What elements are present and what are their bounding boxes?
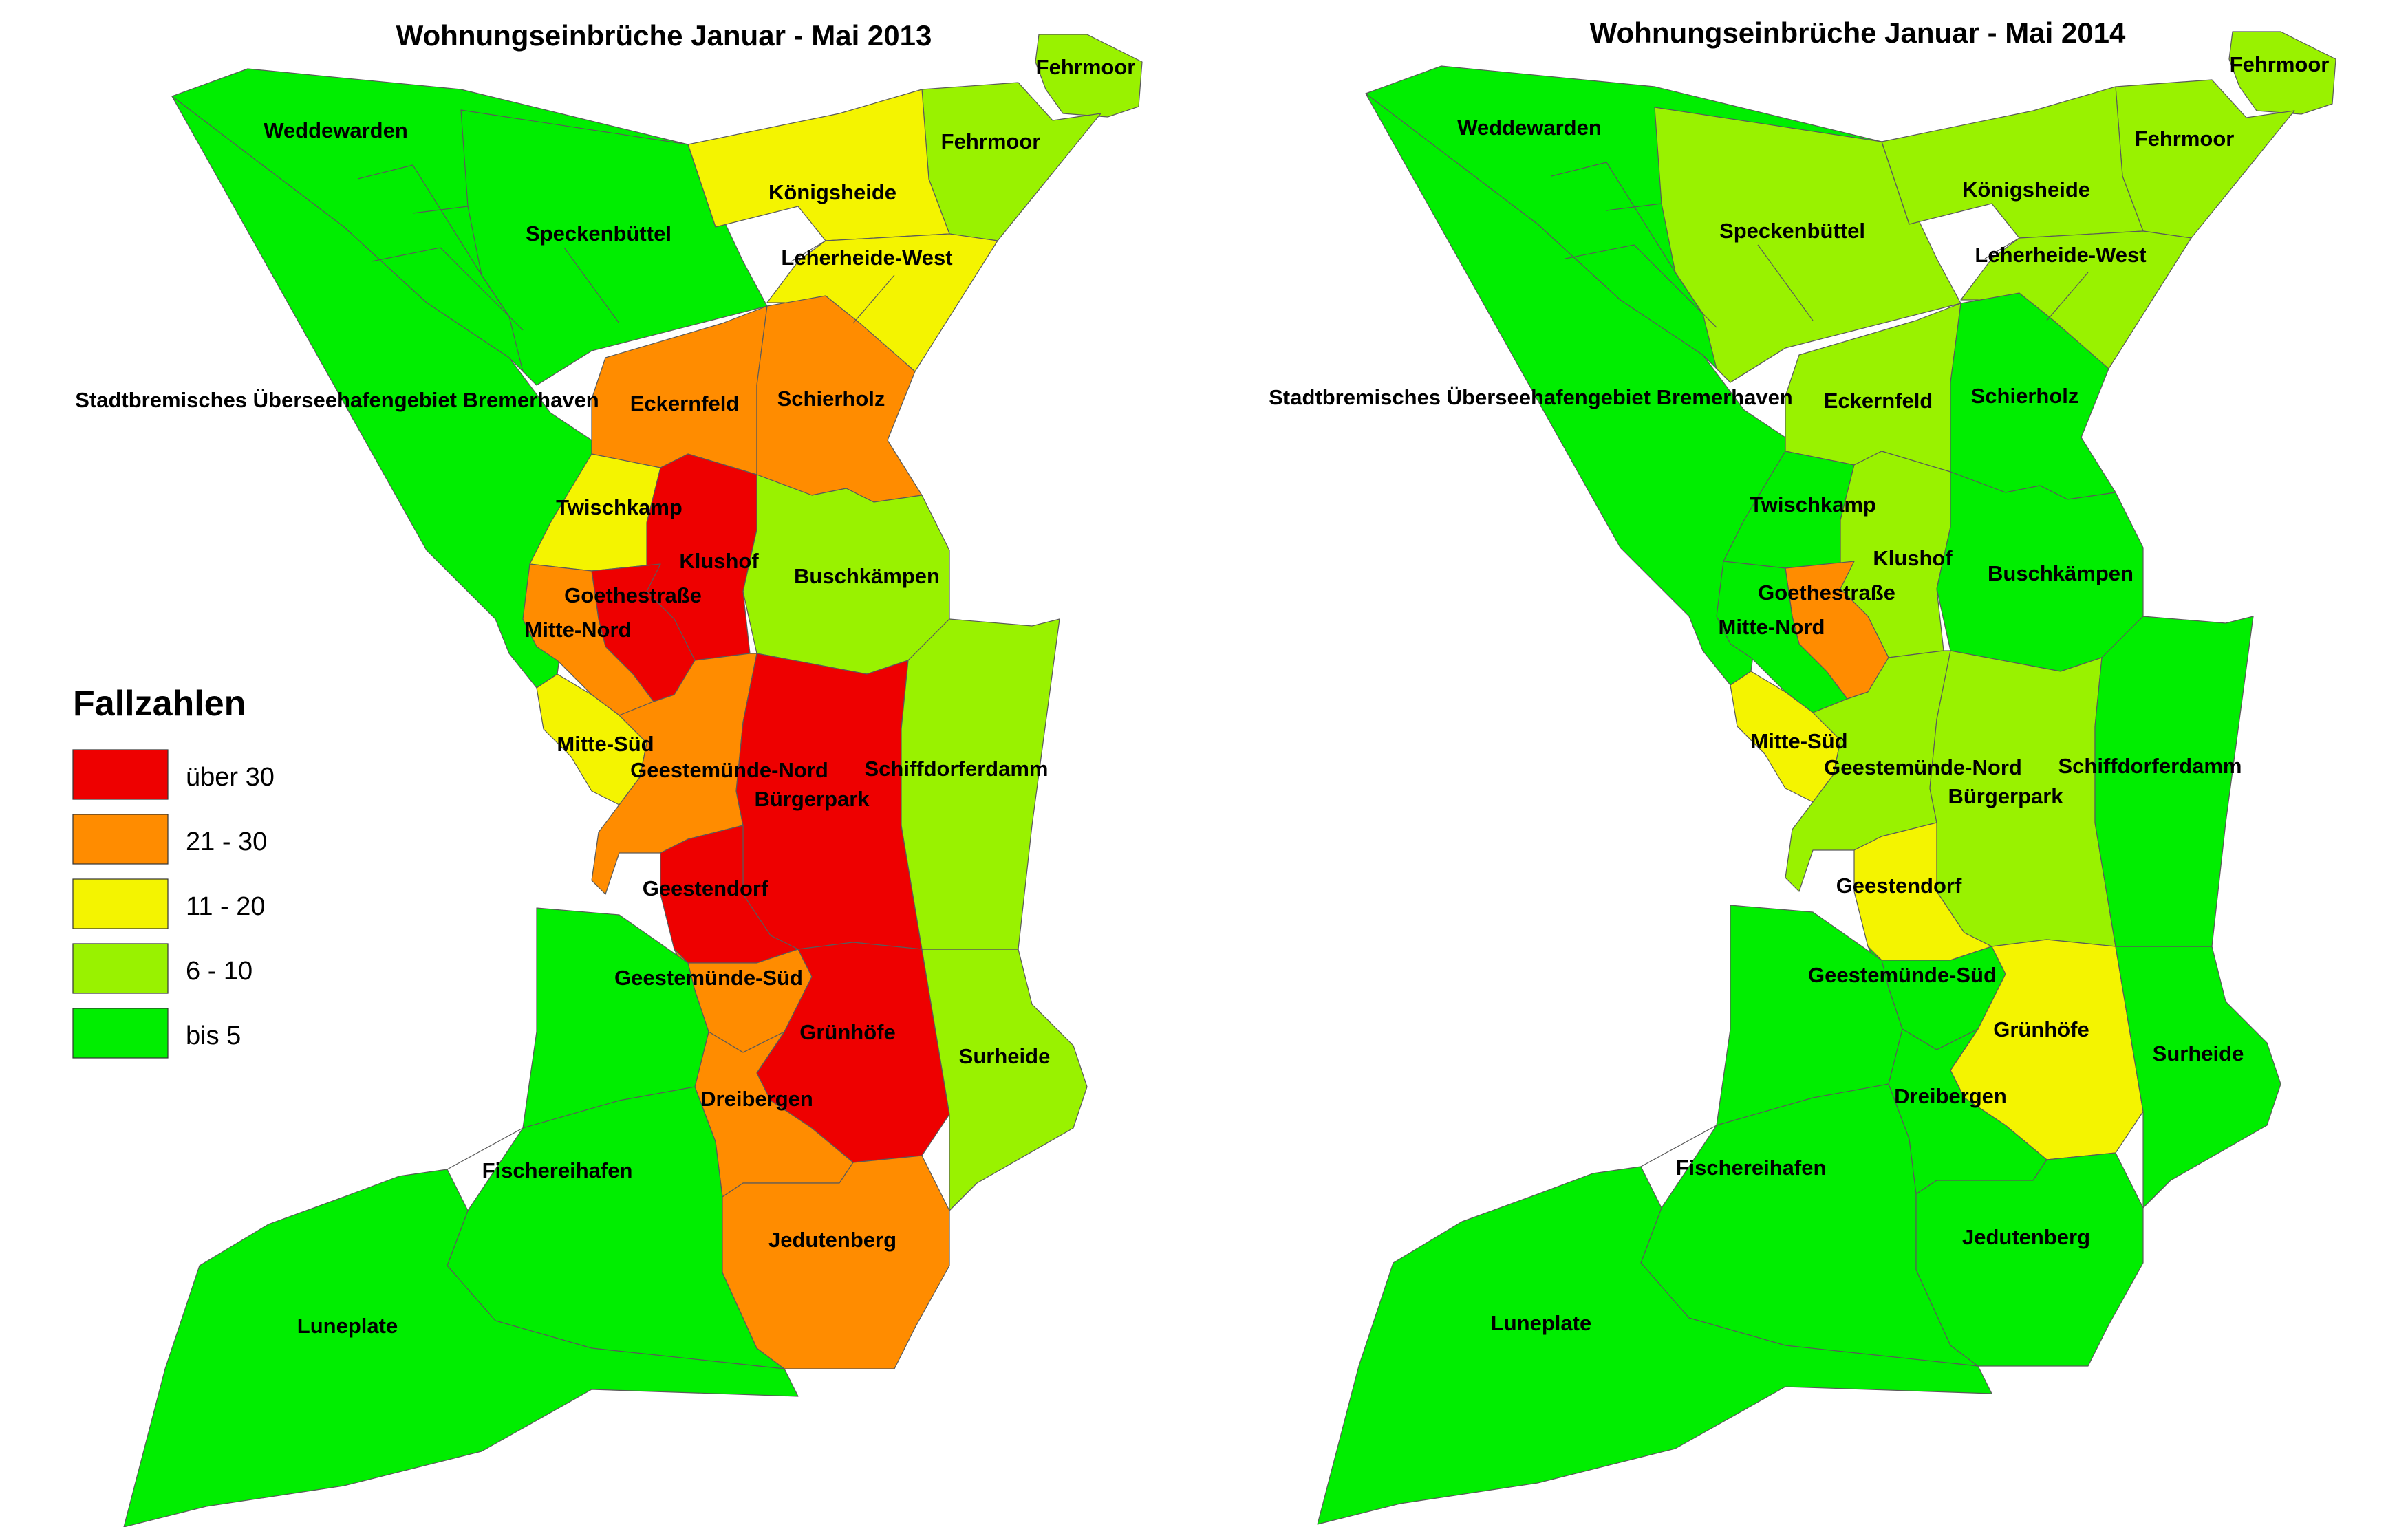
subdistrict-boundary [687, 144, 895, 324]
district-label-speckenbuettel: Speckenbüttel [526, 221, 671, 246]
district-label-buergerpark: Bürgerpark [754, 787, 870, 811]
legend-swatch-bis5 [72, 1008, 169, 1059]
legend-label-11-20: 11 - 20 [186, 892, 265, 921]
district-labels-2013: Fehrmoor Weddewarden Fehrmoor Königsheide Sp… [75, 55, 1135, 1338]
legend-swatch-21-30 [72, 814, 169, 865]
district-label-speckenbuettel: Speckenbüttel [1719, 219, 1865, 243]
legend-label-bis5: bis 5 [186, 1021, 241, 1050]
district-label-schiffdorferdamm: Schiffdorferdamm [865, 757, 1049, 781]
district-luneplate [123, 1169, 799, 1527]
district-label-ueberseehafen: Stadtbremisches Überseehafengebiet Breme… [75, 388, 599, 412]
district-label-gruenhoefe: Grünhöfe [799, 1020, 896, 1044]
map-2013: Wohnungseinbrüche Januar - Mai 2013 Fe [75, 19, 1143, 1527]
district-label-mitte-nord: Mitte-Nord [525, 618, 632, 642]
district-label-weddewarden: Weddewarden [264, 118, 408, 142]
district-label-schiffdorferdamm: Schiffdorferdamm [2058, 754, 2242, 778]
district-luneplate [1317, 1166, 1992, 1525]
legend: Fallzahlen über 30 21 - 30 11 - 20 6 - 1… [72, 684, 275, 1059]
subdistrict-boundary [922, 949, 1018, 1211]
legend-label-21-30: 21 - 30 [186, 827, 267, 856]
district-jedutenberg [1915, 1152, 2144, 1367]
subdistrict-boundary [1881, 141, 2089, 321]
district-label-mitte-sued: Mitte-Süd [1750, 729, 1847, 753]
district-label-weddewarden: Weddewarden [1457, 116, 1602, 140]
district-label-dreibergen: Dreibergen [700, 1087, 813, 1111]
district-label-buschkaempen: Buschkämpen [1988, 561, 2133, 585]
district-label-geestendorf: Geestendorf [643, 876, 768, 900]
district-label-koenigsheide: Königsheide [768, 180, 896, 204]
district-label-dreibergen: Dreibergen [1894, 1084, 2007, 1108]
subdistrict-boundary [1640, 1028, 1979, 1167]
district-label-fischereihafen: Fischereihafen [1676, 1156, 1827, 1180]
district-fehrmoor-top [2228, 31, 2336, 115]
district-label-geestemuende-nord: Geestemünde-Nord [630, 758, 828, 782]
district-label-fehrmoor: Fehrmoor [2135, 127, 2235, 151]
district-koenigsheide [687, 89, 950, 241]
district-label-fehrmoor-top: Fehrmoor [1036, 55, 1136, 79]
district-label-buschkaempen: Buschkämpen [794, 564, 940, 588]
legend-label-ueber30: über 30 [186, 763, 275, 792]
district-label-klushof: Klushof [1873, 546, 1953, 570]
district-fehrmoor-top [1035, 34, 1143, 118]
district-label-surheide: Surheide [959, 1044, 1051, 1068]
legend-title: Fallzahlen [73, 684, 246, 724]
district-surheide [921, 949, 1088, 1211]
district-label-leherheide-west: Leherheide-West [1975, 243, 2146, 267]
map-2014: Wohnungseinbrüche Januar - Mai 2014 Fehr… [1269, 17, 2336, 1525]
district-label-luneplate: Luneplate [297, 1314, 398, 1338]
legend-swatch-6-10 [72, 943, 169, 994]
district-label-geestemuende-sued: Geestemünde-Süd [1808, 963, 1997, 987]
district-label-jedutenberg: Jedutenberg [1962, 1225, 2090, 1249]
district-koenigsheide [1881, 86, 2144, 239]
legend-label-6-10: 6 - 10 [186, 957, 252, 986]
map-title-2013: Wohnungseinbrüche Januar - Mai 2013 [396, 19, 932, 52]
district-label-klushof: Klushof [679, 549, 759, 573]
district-label-goethestrasse: Goethestraße [564, 583, 702, 607]
district-label-buergerpark: Bürgerpark [1948, 784, 2063, 808]
district-surheide [2115, 946, 2281, 1209]
district-label-fehrmoor: Fehrmoor [941, 129, 1041, 153]
district-label-twischkamp: Twischkamp [1750, 492, 1876, 517]
district-label-surheide: Surheide [2153, 1041, 2244, 1065]
subdistrict-boundary [2116, 946, 2212, 1209]
legend-swatch-ueber30 [72, 749, 169, 800]
district-label-geestemuende-sued: Geestemünde-Süd [614, 966, 803, 990]
district-label-eckernfeld: Eckernfeld [630, 391, 740, 415]
district-label-geestemuende-nord: Geestemünde-Nord [1824, 755, 2022, 779]
district-schiffdorferdamm [901, 618, 1060, 950]
district-label-koenigsheide: Königsheide [1962, 177, 2090, 202]
legend-swatch-11-20 [72, 878, 169, 929]
district-label-ueberseehafen: Stadtbremisches Überseehafengebiet Breme… [1269, 385, 1793, 409]
subdistrict-boundary [447, 1031, 785, 1170]
district-label-fischereihafen: Fischereihafen [482, 1158, 633, 1182]
district-label-schierholz: Schierholz [777, 387, 885, 411]
subdistrict-boundary [357, 164, 620, 331]
district-label-schierholz: Schierholz [1971, 384, 2079, 408]
subdistrict-boundary [1551, 162, 1814, 328]
district-schiffdorferdamm [2094, 616, 2254, 947]
district-label-mitte-sued: Mitte-Süd [557, 732, 654, 756]
district-label-luneplate: Luneplate [1491, 1311, 1591, 1335]
district-label-mitte-nord: Mitte-Nord [1719, 615, 1825, 639]
district-jedutenberg [722, 1155, 950, 1369]
map-title-2014: Wohnungseinbrüche Januar - Mai 2014 [1590, 17, 2126, 49]
district-label-goethestrasse: Goethestraße [1758, 581, 1895, 605]
district-label-twischkamp: Twischkamp [556, 495, 682, 519]
district-label-jedutenberg: Jedutenberg [768, 1228, 896, 1252]
district-label-gruenhoefe: Grünhöfe [1993, 1017, 2089, 1041]
district-label-eckernfeld: Eckernfeld [1824, 389, 1933, 413]
district-label-leherheide-west: Leherheide-West [781, 246, 952, 270]
district-label-geestendorf: Geestendorf [1836, 874, 1962, 898]
district-label-fehrmoor-top: Fehrmoor [2230, 52, 2330, 76]
district-labels-2014: Fehrmoor Weddewarden Fehrmoor Königsheide Sp… [1269, 52, 2329, 1335]
